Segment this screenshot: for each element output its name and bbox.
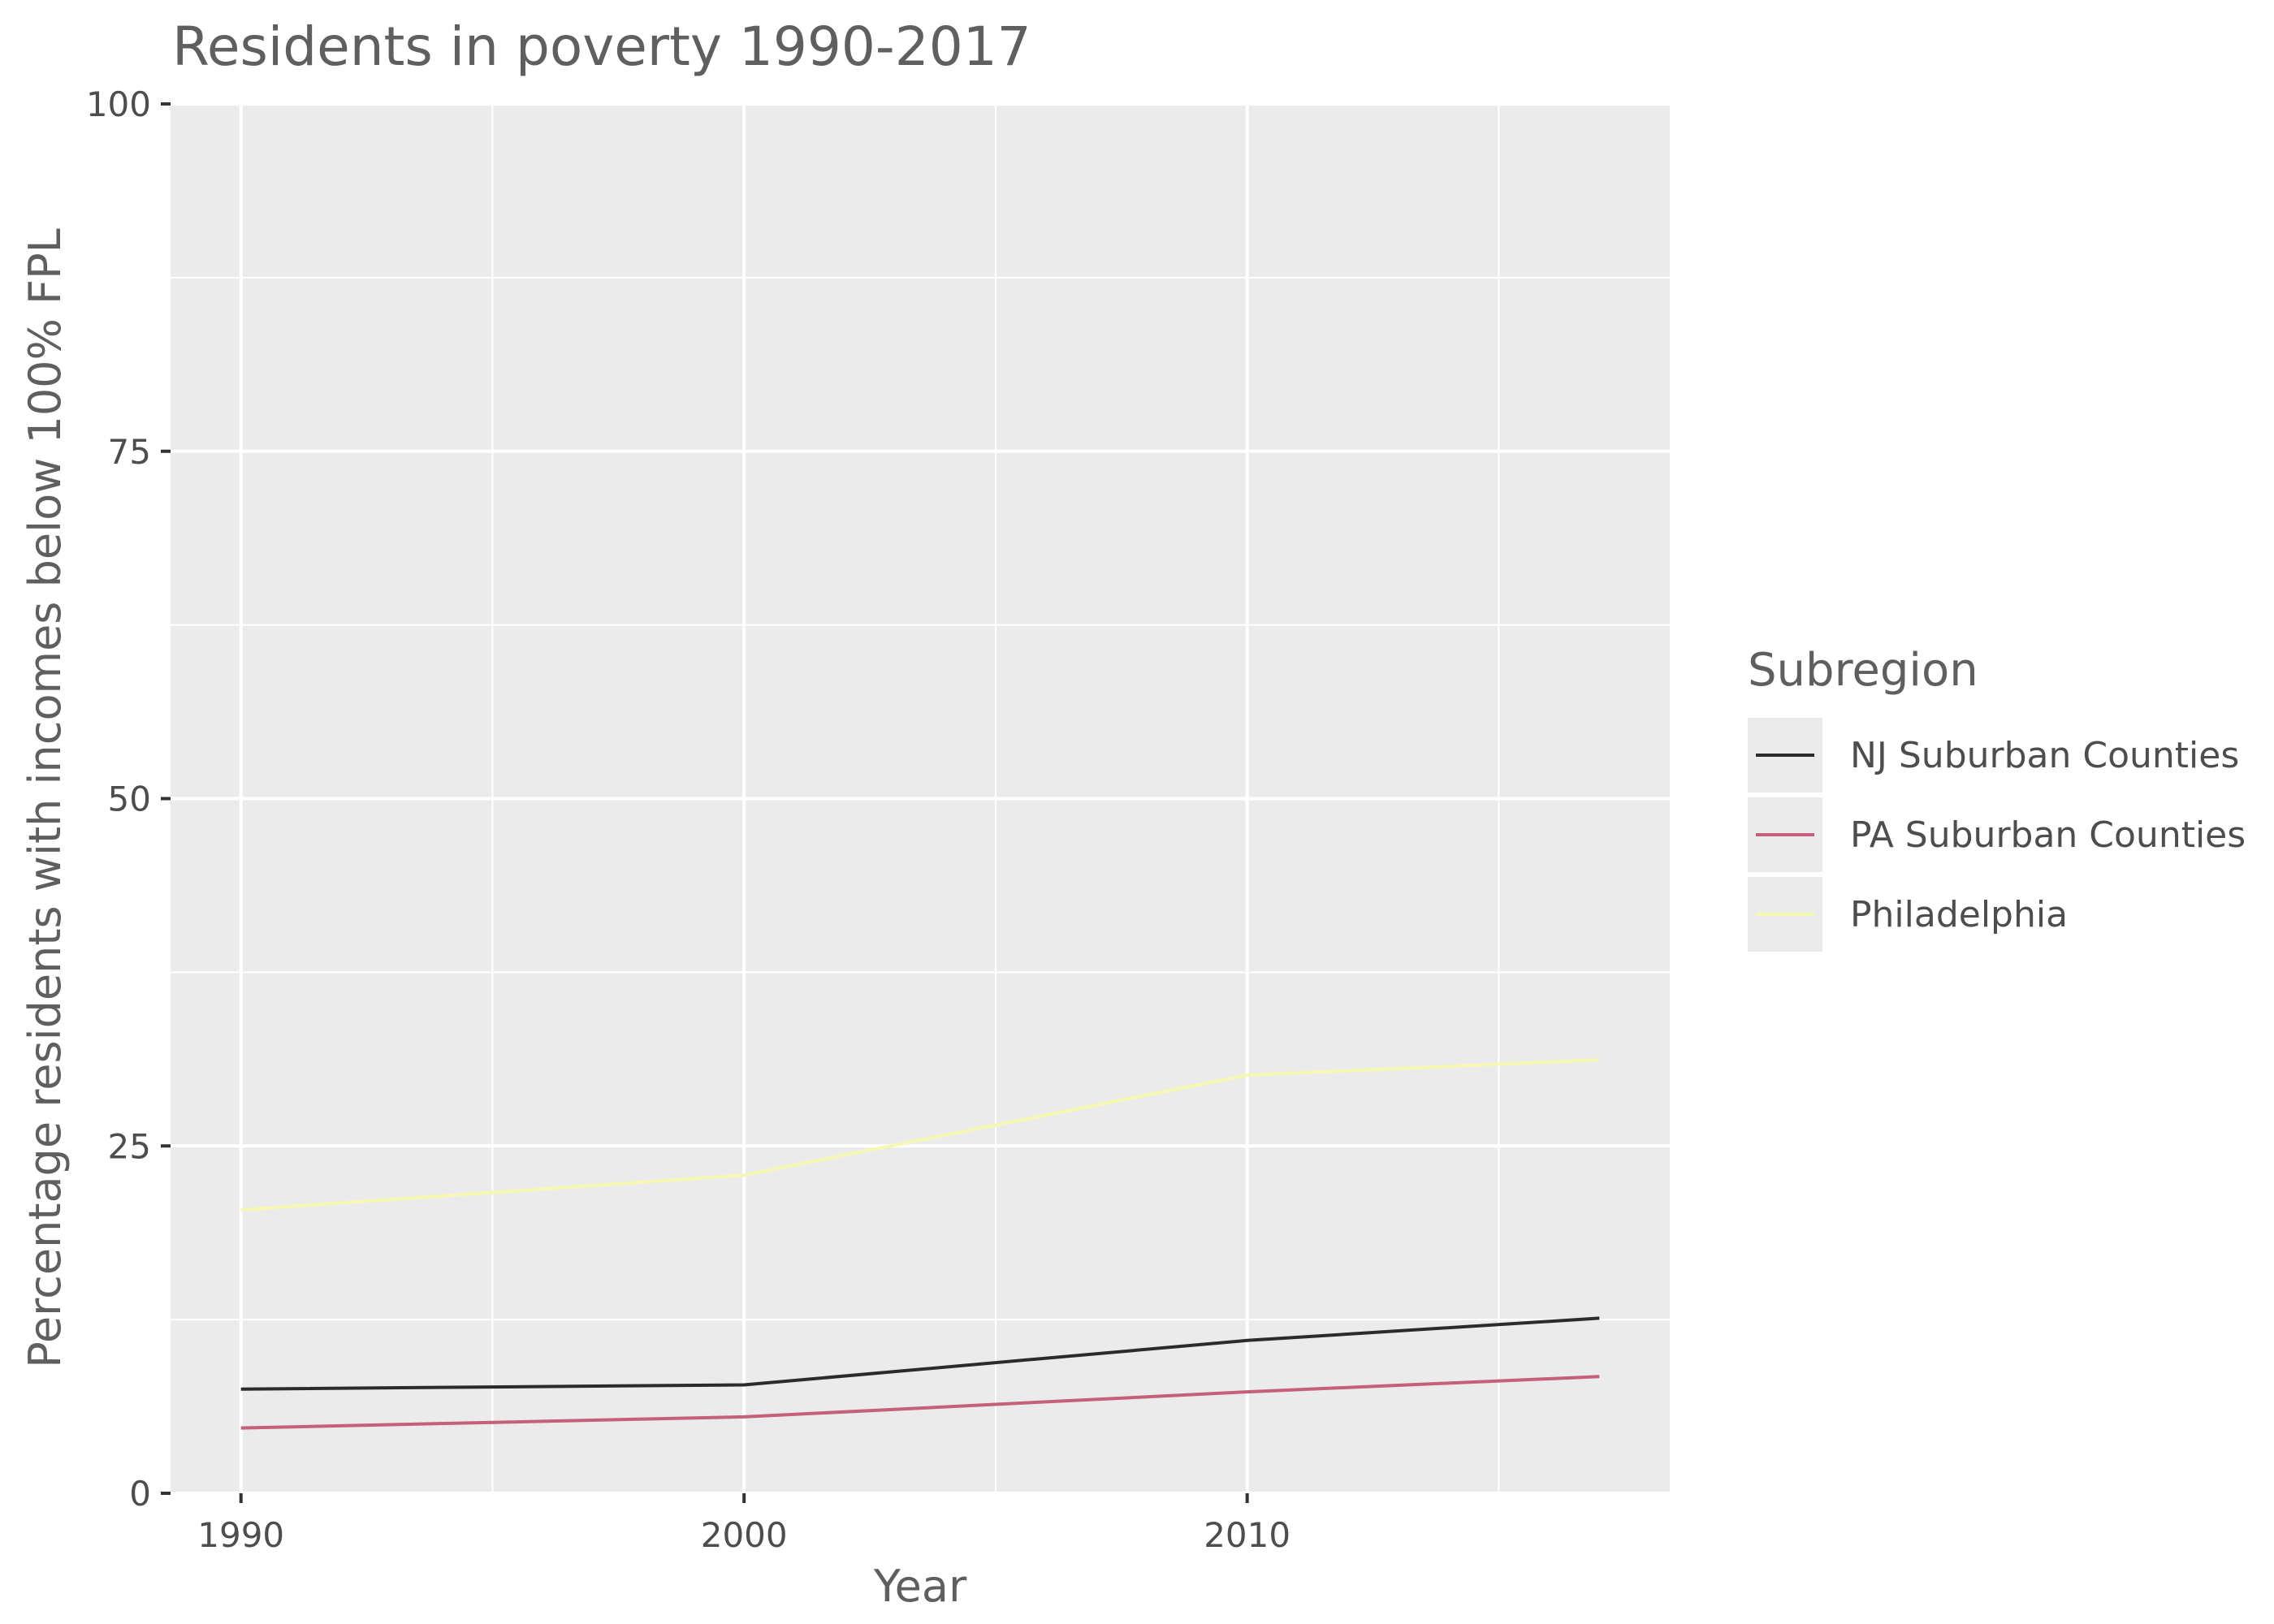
- x-tick-label: 2010: [1204, 1515, 1290, 1555]
- y-tick-labels: 0 25 50 75 100: [86, 84, 151, 1514]
- y-tick-label: 50: [108, 780, 151, 819]
- major-gridlines: [171, 102, 1670, 1495]
- series-lines: [240, 1058, 1600, 1430]
- y-tick-label: 75: [108, 432, 151, 472]
- legend-label: NJ Suburban Counties: [1850, 735, 2239, 776]
- series-line: [240, 1316, 1600, 1391]
- chart-title: Residents in poverty 1990-2017: [172, 15, 1031, 78]
- y-tick-label: 25: [108, 1126, 151, 1166]
- legend-title: Subregion: [1748, 644, 1978, 697]
- x-tick-label: 1990: [197, 1515, 284, 1555]
- axis-ticks: [161, 102, 1249, 1503]
- series-line: [240, 1375, 1600, 1430]
- y-tick-label: 0: [129, 1474, 151, 1514]
- x-tick-label: 2000: [701, 1515, 788, 1555]
- legend-label: PA Suburban Counties: [1850, 814, 2246, 856]
- legend-entries: NJ Suburban Counties PA Suburban Counties…: [1748, 718, 2246, 952]
- y-tick-label: 100: [86, 84, 151, 124]
- legend-label: Philadelphia: [1850, 894, 2068, 935]
- series-line: [240, 1058, 1600, 1212]
- x-tick-labels: 1990 2000 2010: [197, 1515, 1290, 1555]
- x-axis-title: Year: [873, 1561, 967, 1612]
- legend: Subregion NJ Suburban Counties PA Suburba…: [1748, 644, 2246, 952]
- y-axis-title: Percentage residents with incomes below …: [19, 228, 71, 1367]
